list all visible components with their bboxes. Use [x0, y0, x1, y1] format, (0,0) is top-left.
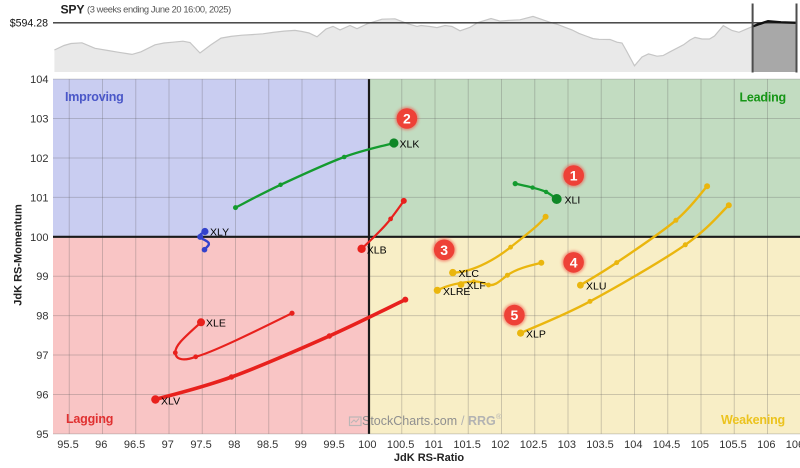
svg-text:95: 95 [36, 429, 48, 441]
svg-text:2: 2 [403, 111, 411, 127]
svg-text:/ RRG: / RRG [461, 414, 496, 428]
svg-text:4: 4 [570, 254, 578, 270]
svg-text:103: 103 [30, 114, 48, 126]
svg-text:96: 96 [95, 439, 107, 451]
svg-text:102: 102 [30, 153, 48, 165]
svg-text:98.5: 98.5 [257, 439, 278, 451]
svg-text:XLK: XLK [400, 139, 420, 151]
svg-text:®: ® [496, 412, 502, 421]
svg-text:106: 106 [757, 439, 775, 451]
svg-text:98: 98 [228, 439, 240, 451]
svg-text:5: 5 [511, 307, 519, 323]
svg-text:105: 105 [691, 439, 709, 451]
svg-text:100.5: 100.5 [387, 439, 415, 451]
svg-text:XLI: XLI [565, 195, 581, 207]
svg-text:103.5: 103.5 [586, 439, 614, 451]
svg-text:(3 weeks ending June 20 16:00,: (3 weeks ending June 20 16:00, 2025) [87, 5, 231, 15]
svg-text:97: 97 [162, 439, 174, 451]
svg-text:100: 100 [30, 232, 48, 244]
svg-text:99: 99 [295, 439, 307, 451]
svg-text:XLU: XLU [586, 281, 606, 293]
svg-text:XLP: XLP [526, 329, 546, 341]
svg-text:Lagging: Lagging [66, 412, 113, 426]
svg-text:96.5: 96.5 [124, 439, 145, 451]
svg-text:95.5: 95.5 [57, 439, 78, 451]
svg-text:102.5: 102.5 [520, 439, 548, 451]
svg-text:XLB: XLB [367, 245, 387, 257]
svg-text:97.5: 97.5 [190, 439, 211, 451]
svg-text:99.5: 99.5 [323, 439, 344, 451]
svg-text:96: 96 [36, 390, 48, 402]
svg-text:99: 99 [36, 271, 48, 283]
svg-text:Leading: Leading [739, 91, 786, 105]
svg-text:3: 3 [440, 242, 448, 258]
svg-text:101: 101 [30, 192, 48, 204]
svg-text:102: 102 [491, 439, 509, 451]
svg-text:98: 98 [36, 311, 48, 323]
svg-text:1: 1 [570, 168, 578, 184]
svg-text:100: 100 [358, 439, 376, 451]
svg-text:XLV: XLV [161, 396, 180, 408]
svg-text:104: 104 [30, 74, 48, 86]
svg-text:101: 101 [425, 439, 443, 451]
svg-text:XLE: XLE [206, 318, 226, 330]
svg-text:XLF: XLF [467, 280, 486, 292]
svg-text:104.5: 104.5 [653, 439, 681, 451]
svg-text:SPY: SPY [61, 3, 85, 17]
svg-text:XLRE: XLRE [443, 286, 470, 298]
svg-text:101.5: 101.5 [453, 439, 481, 451]
svg-text:97: 97 [36, 350, 48, 362]
svg-text:JdK RS-Momentum: JdK RS-Momentum [13, 204, 25, 306]
svg-text:Weakening: Weakening [721, 413, 785, 427]
svg-text:$594.28: $594.28 [10, 18, 48, 30]
svg-text:JdK RS-Ratio: JdK RS-Ratio [394, 452, 465, 464]
svg-text:XLY: XLY [210, 227, 229, 239]
svg-text:105.5: 105.5 [719, 439, 747, 451]
svg-text:106.5: 106.5 [786, 439, 800, 451]
svg-text:StockCharts.com: StockCharts.com [362, 414, 457, 428]
svg-text:103: 103 [558, 439, 576, 451]
svg-text:XLC: XLC [459, 268, 480, 280]
svg-text:104: 104 [624, 439, 642, 451]
svg-text:Improving: Improving [65, 90, 124, 104]
